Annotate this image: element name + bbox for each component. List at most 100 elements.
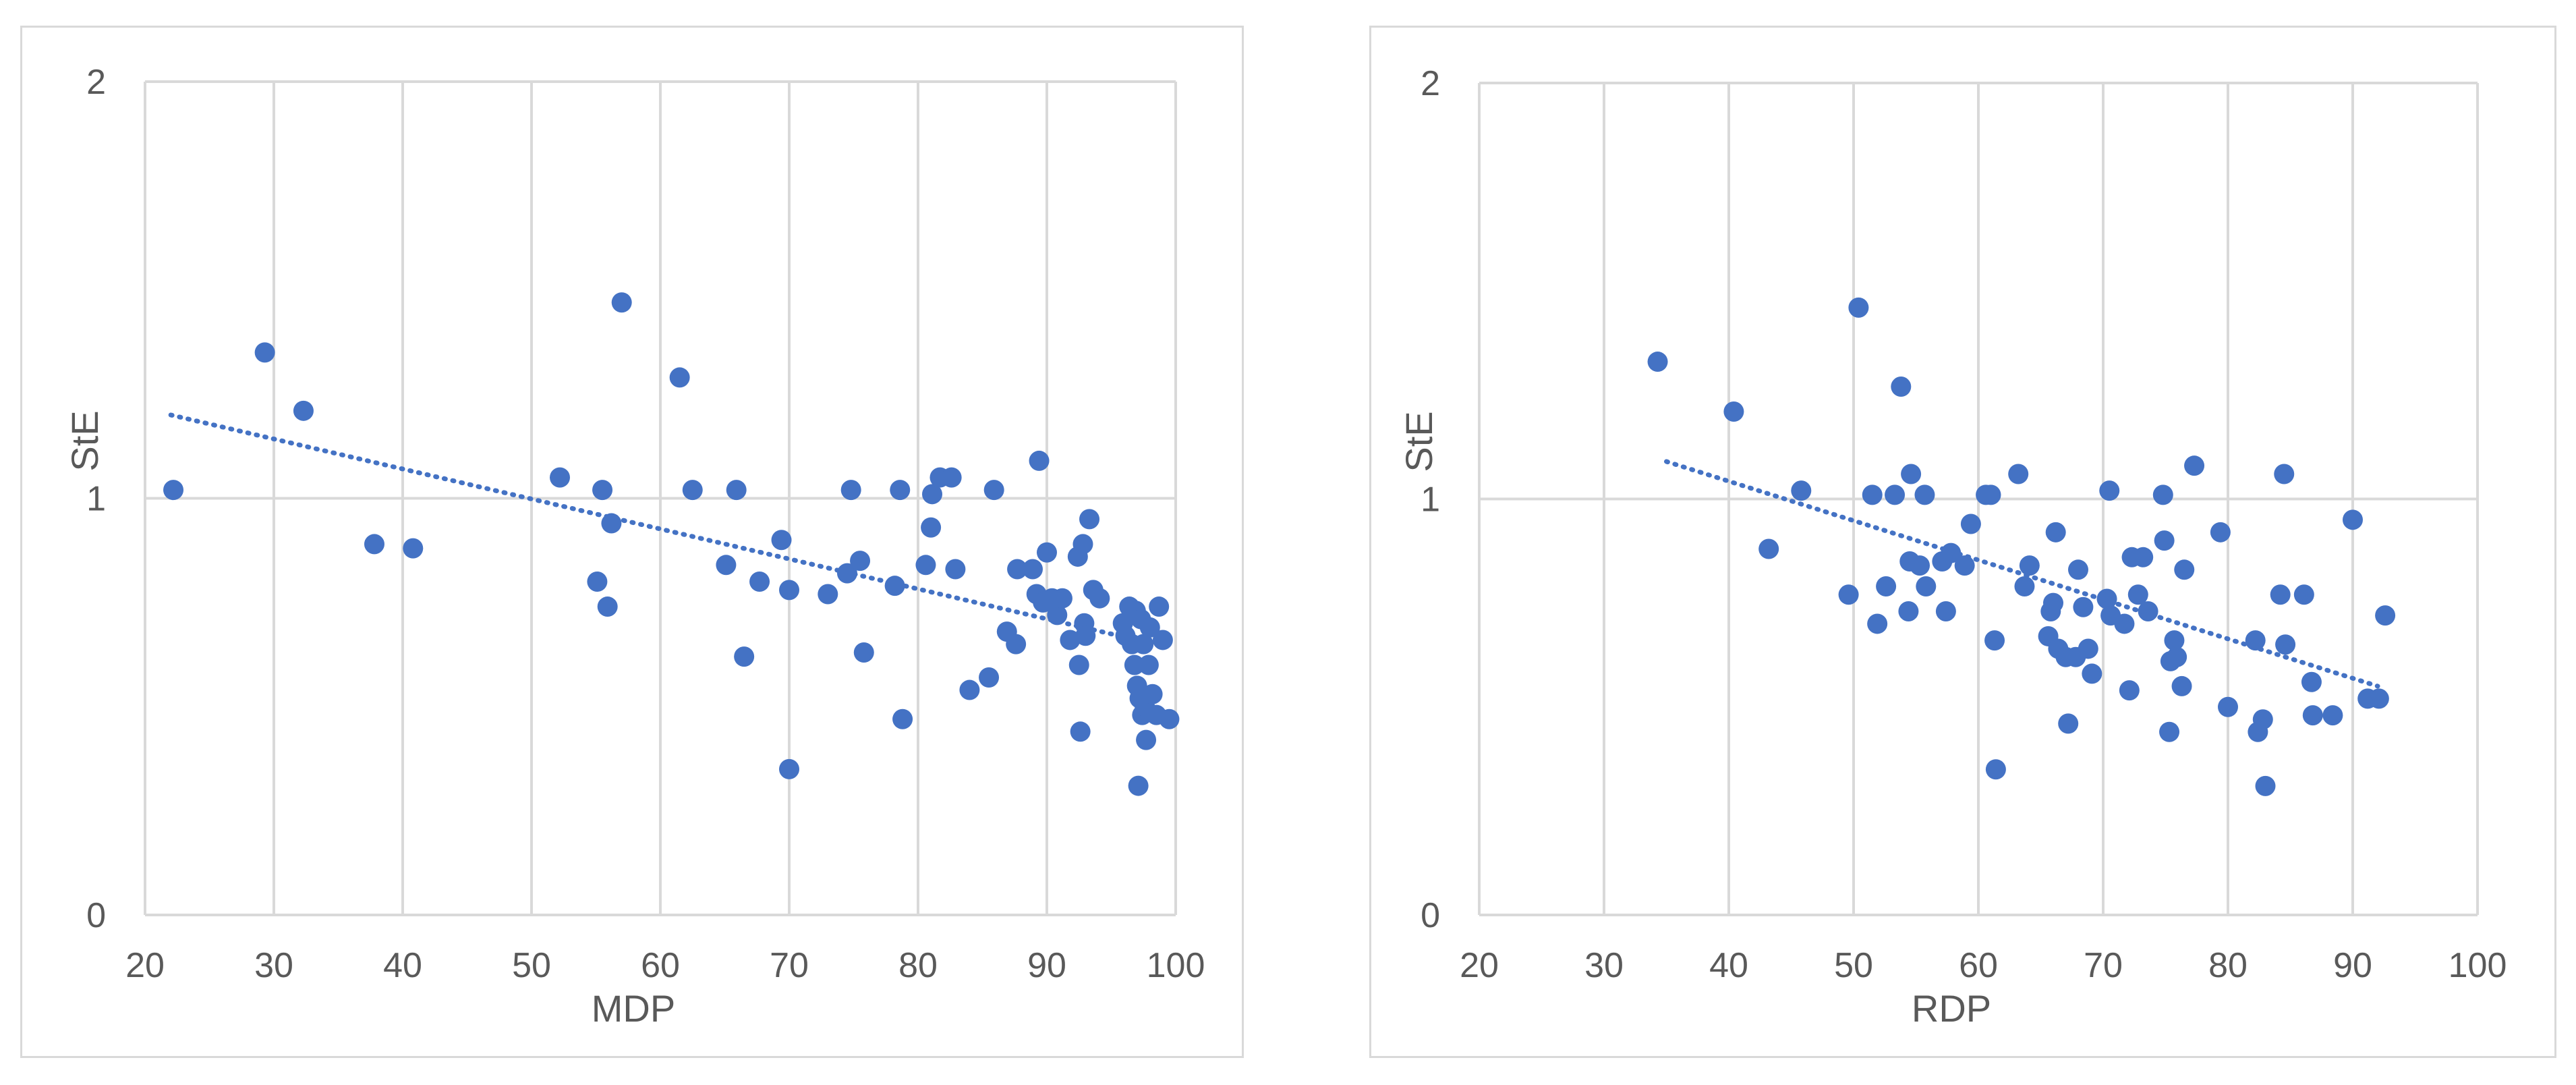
x-tick-label: 80 [898,946,938,985]
data-point [1838,584,1859,605]
data-point [779,580,799,601]
data-point [2152,484,2173,505]
data-point [959,679,980,700]
data-point [1029,450,1050,471]
data-point [2019,555,2040,576]
data-point [293,400,314,421]
data-point [1068,655,1089,675]
data-point [979,667,1000,688]
data-point [2255,775,2276,796]
data-point [1142,684,1163,704]
data-point [2301,671,2322,692]
data-point [2133,547,2154,567]
data-point [2127,584,2148,605]
x-tick-label: 30 [1584,946,1624,985]
data-point [1898,601,1919,621]
x-tick-label: 50 [512,946,551,985]
data-point [945,559,966,580]
x-axis-title: RDP [1912,987,1991,1030]
trendline [168,412,1140,642]
data-point [2058,713,2079,734]
x-tick-label: 90 [1027,946,1066,985]
data-point [2184,455,2205,476]
data-point [2375,605,2396,626]
data-point [2270,584,2291,605]
x-tick-label: 100 [1147,946,1205,985]
data-point [850,551,871,572]
data-point [2043,592,2063,613]
data-point [1089,588,1110,609]
y-tick-label: 2 [1421,64,1440,103]
data-point [2114,613,2135,634]
data-point [1984,630,2005,651]
data-point [1980,484,2001,505]
data-point [1647,352,1668,372]
data-point [2099,480,2120,501]
data-point [1791,480,1812,501]
data-point [2275,634,2296,655]
data-point [2343,509,2363,530]
chart-panel-mdp: 20 30 40 50 60 70 80 90 100 0 1 2 MDP StE [20,26,1244,1058]
x-tick-label: 50 [1834,946,1873,985]
data-point [2368,688,2389,709]
data-point [611,292,632,313]
x-tick-label: 60 [641,946,680,985]
data-point [1070,721,1091,742]
x-tick-label: 90 [2333,946,2372,985]
data-point [1910,555,1930,576]
data-point [840,480,861,501]
data-point [1914,484,1935,505]
data-point [818,584,838,605]
data-point [779,758,799,779]
data-point [1149,596,1170,617]
data-point [1136,729,1157,750]
y-tick-label: 2 [86,63,106,102]
data-point [364,534,384,555]
data-point [1935,601,1956,621]
data-point [1985,759,2006,780]
data-point [853,642,874,663]
y-tick-label: 0 [86,896,106,935]
data-point [1072,534,1093,555]
scatter-chart-rdp: 20 30 40 50 60 70 80 90 100 0 1 2 RDP StE [1398,64,2507,1030]
data-point [2293,584,2314,605]
x-axis-title: MDP [592,987,675,1030]
data-point [1867,613,1888,634]
data-point [2119,680,2140,701]
data-point [892,708,913,729]
data-point [1723,401,1744,422]
x-tick-label: 80 [2208,946,2248,985]
data-point [1152,630,1173,650]
data-point [1954,555,1975,576]
data-point [2302,705,2323,726]
data-point [1128,775,1149,796]
data-point [254,342,275,363]
data-point [2167,646,2187,667]
y-tick-label: 1 [86,480,106,519]
chart-panel-rdp: 20 30 40 50 60 70 80 90 100 0 1 2 RDP StE [1369,26,2556,1058]
data-point [2008,464,2029,484]
data-point [922,484,943,505]
data-point [2154,530,2175,551]
data-point [716,555,737,576]
data-point [2210,522,2231,542]
data-point [1079,509,1100,530]
x-tick-label: 100 [2449,946,2507,985]
y-axis-title: StE [63,410,106,471]
data-point [597,596,618,617]
data-point [1891,377,1912,397]
data-point [669,367,690,388]
x-tick-label: 20 [1460,946,1499,985]
scatter-chart-mdp: 20 30 40 50 60 70 80 90 100 0 1 2 MDP StE [63,63,1205,1030]
data-point [941,467,962,488]
data-point [1848,297,1869,318]
data-point [734,646,755,667]
data-point [749,572,770,592]
data-point [1060,630,1081,650]
data-point [2174,559,2195,580]
data-point [1862,484,1883,505]
data-point [2252,709,2273,730]
y-axis-title: StE [1398,411,1440,472]
data-point [726,480,747,501]
x-tick-label: 20 [125,946,165,985]
